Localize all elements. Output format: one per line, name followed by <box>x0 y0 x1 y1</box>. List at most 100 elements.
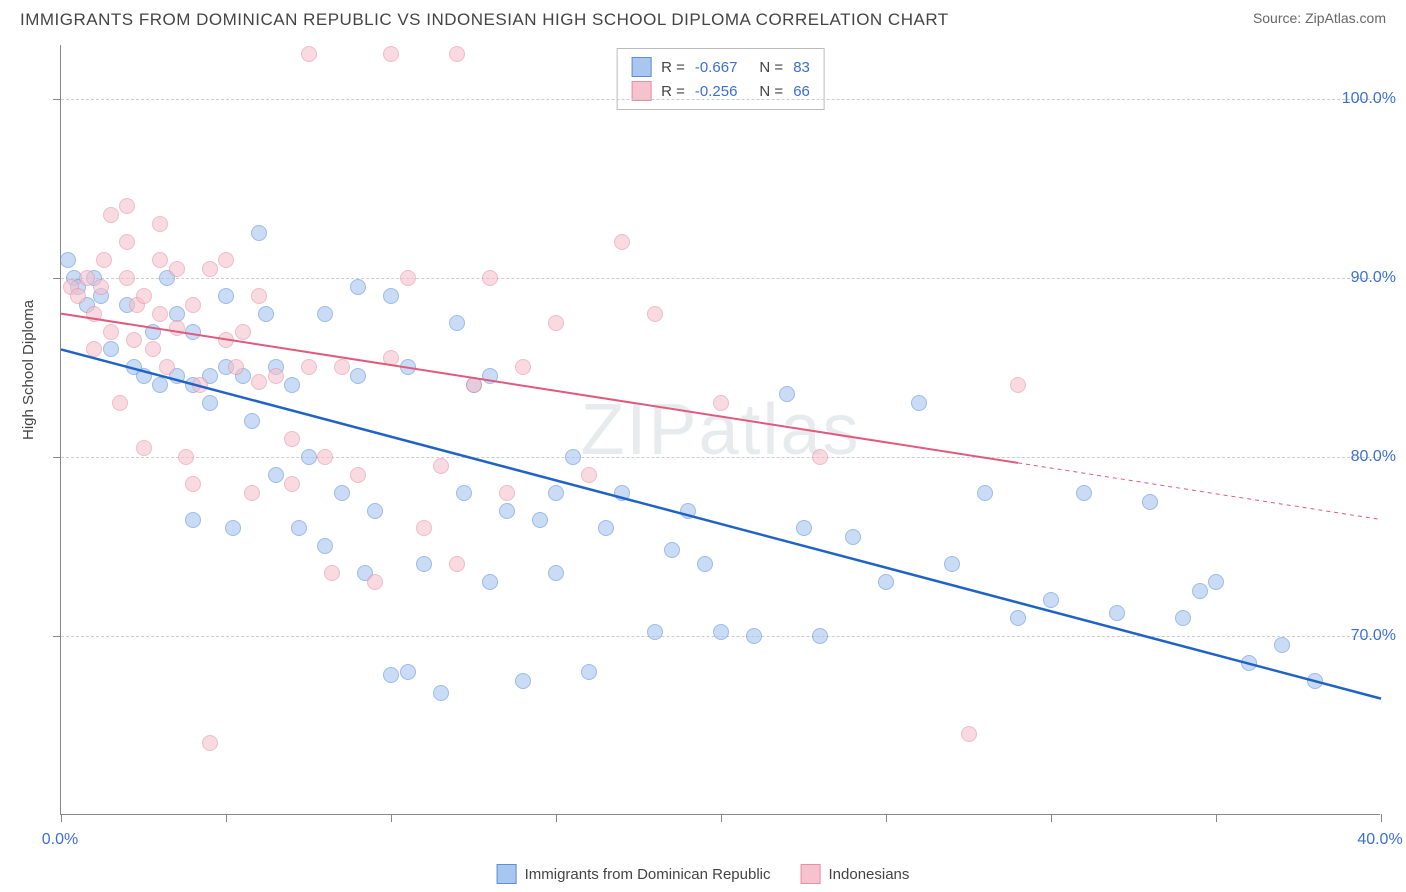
data-point <box>185 324 201 340</box>
data-point <box>548 565 564 581</box>
y-tick-label: 70.0% <box>1351 627 1396 645</box>
data-point <box>93 279 109 295</box>
data-point <box>145 324 161 340</box>
data-point <box>647 624 663 640</box>
data-point <box>284 476 300 492</box>
data-point <box>96 252 112 268</box>
data-point <box>169 320 185 336</box>
data-point <box>400 664 416 680</box>
data-point <box>103 207 119 223</box>
data-point <box>1109 605 1125 621</box>
data-point <box>185 297 201 313</box>
x-tick <box>1216 814 1217 822</box>
data-point <box>350 368 366 384</box>
data-point <box>647 306 663 322</box>
data-point <box>152 216 168 232</box>
trend-line-dashed <box>1018 463 1381 520</box>
data-point <box>548 485 564 501</box>
data-point <box>301 449 317 465</box>
data-point <box>119 234 135 250</box>
data-point <box>251 374 267 390</box>
data-point <box>185 476 201 492</box>
data-point <box>202 261 218 277</box>
grid-line-horizontal <box>61 457 1380 458</box>
data-point <box>159 359 175 375</box>
data-point <box>152 377 168 393</box>
data-point <box>878 574 894 590</box>
stat-r-label: R = <box>661 59 685 76</box>
x-tick-label: 0.0% <box>42 831 78 849</box>
data-point <box>565 449 581 465</box>
data-point <box>152 252 168 268</box>
data-point <box>291 520 307 536</box>
data-point <box>614 234 630 250</box>
grid-line-horizontal <box>61 278 1380 279</box>
data-point <box>268 368 284 384</box>
stat-n-label: N = <box>759 83 783 100</box>
data-point <box>317 538 333 554</box>
data-point <box>433 685 449 701</box>
y-tick-label: 80.0% <box>1351 448 1396 466</box>
data-point <box>202 395 218 411</box>
data-point <box>1142 494 1158 510</box>
data-point <box>383 46 399 62</box>
x-tick <box>226 814 227 822</box>
data-point <box>713 395 729 411</box>
data-point <box>350 467 366 483</box>
data-point <box>466 377 482 393</box>
data-point <box>499 485 515 501</box>
legend-swatch <box>801 864 821 884</box>
data-point <box>664 542 680 558</box>
x-tick <box>391 814 392 822</box>
data-point <box>60 252 76 268</box>
stat-r-label: R = <box>661 83 685 100</box>
data-point <box>268 467 284 483</box>
data-point <box>713 624 729 640</box>
chart-title: IMMIGRANTS FROM DOMINICAN REPUBLIC VS IN… <box>20 10 949 30</box>
data-point <box>1208 574 1224 590</box>
y-tick-label: 90.0% <box>1351 269 1396 287</box>
data-point <box>119 270 135 286</box>
trend-lines-svg <box>61 45 1381 815</box>
data-point <box>416 556 432 572</box>
legend-item: Immigrants from Dominican Republic <box>497 864 771 884</box>
data-point <box>482 368 498 384</box>
data-point <box>136 368 152 384</box>
data-point <box>1010 377 1026 393</box>
data-point <box>1307 673 1323 689</box>
data-point <box>456 485 472 501</box>
data-point <box>350 279 366 295</box>
legend-swatch <box>497 864 517 884</box>
source-label: Source: ZipAtlas.com <box>1253 10 1386 26</box>
data-point <box>334 485 350 501</box>
data-point <box>400 270 416 286</box>
data-point <box>416 520 432 536</box>
data-point <box>614 485 630 501</box>
data-point <box>152 306 168 322</box>
data-point <box>532 512 548 528</box>
data-point <box>548 315 564 331</box>
data-point <box>977 485 993 501</box>
data-point <box>515 359 531 375</box>
data-point <box>779 386 795 402</box>
data-point <box>284 431 300 447</box>
data-point <box>178 449 194 465</box>
bottom-legend: Immigrants from Dominican RepublicIndone… <box>497 864 910 884</box>
stat-n-value: 83 <box>793 59 810 76</box>
data-point <box>119 198 135 214</box>
data-point <box>944 556 960 572</box>
data-point <box>367 503 383 519</box>
data-point <box>284 377 300 393</box>
data-point <box>185 512 201 528</box>
data-point <box>126 332 142 348</box>
data-point <box>244 485 260 501</box>
data-point <box>400 359 416 375</box>
x-tick <box>556 814 557 822</box>
data-point <box>218 288 234 304</box>
data-point <box>136 440 152 456</box>
x-tick <box>886 814 887 822</box>
data-point <box>169 261 185 277</box>
data-point <box>812 449 828 465</box>
y-axis-label: High School Diploma <box>20 300 37 440</box>
data-point <box>301 46 317 62</box>
